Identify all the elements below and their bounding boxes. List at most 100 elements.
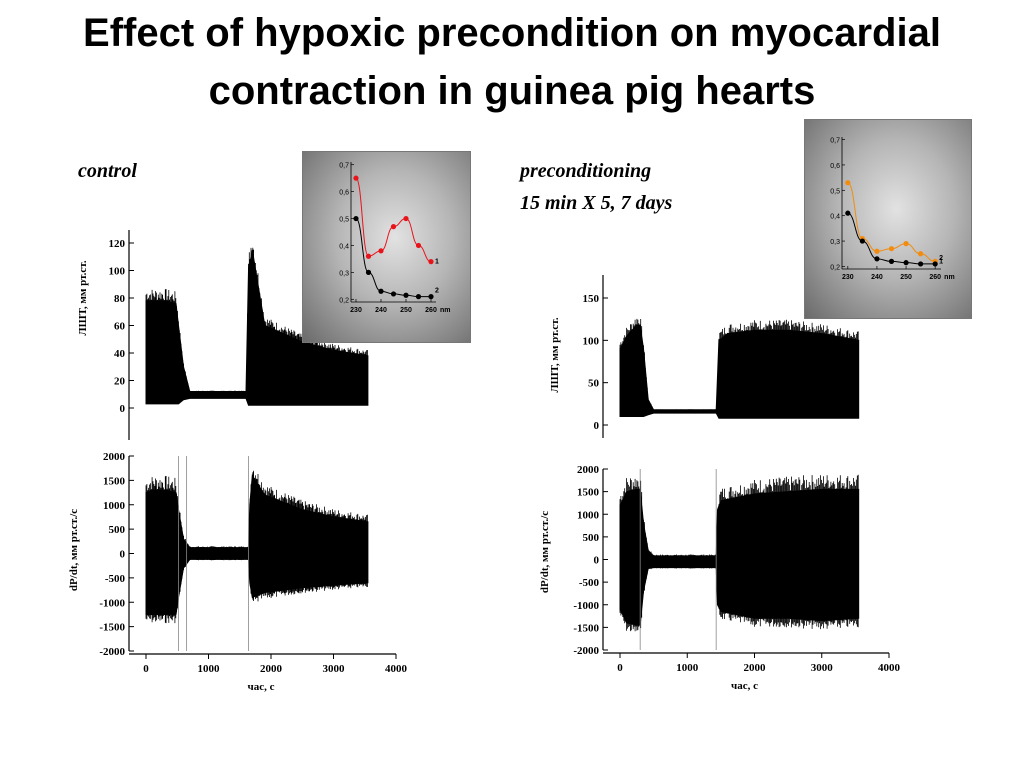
control_dpdt-y-tick-label: 500 <box>109 524 126 536</box>
control_spectrum-y-tick-label: 0,2 <box>339 297 349 304</box>
precond_spectrum-series-2-point <box>888 258 895 264</box>
precond_spectrum-series-1-label: 1 <box>939 258 943 265</box>
control_dpdt-y-tick-label: 1000 <box>103 500 126 512</box>
precond_dpdt-y-tick-label: -1500 <box>573 622 599 634</box>
precond_lvdp-y-label: ЛШТ, мм рт.ст. <box>549 317 561 393</box>
control_spectrum-x-tick-label: 250 <box>400 307 412 314</box>
control_dpdt-x-tick-label: 3000 <box>323 663 346 675</box>
precond_lvdp-signal-noise <box>619 318 859 410</box>
control_spectrum-series-2-point <box>353 215 359 222</box>
control_spectrum-series-1-point <box>428 259 434 265</box>
control_spectrum-series-2-point <box>365 269 372 275</box>
precond_dpdt-y-tick-label: -2000 <box>573 645 599 657</box>
precond_spectrum-x-tick-label: 230 <box>842 274 854 281</box>
precond_spectrum-series-1-point <box>903 241 909 247</box>
precond_dpdt-y-tick-label: 1000 <box>577 509 600 521</box>
precond_spectrum-x-unit: nm <box>944 274 955 281</box>
control_spectrum-x-tick-label: 260 <box>425 307 437 314</box>
precond-spectrum-chart: 0,2 0,3 0,4 0,5 0,6 0,7 230 240 250 260 nm 12 <box>830 137 955 281</box>
precond_spectrum-x-tick-label: 260 <box>929 274 941 281</box>
precond_dpdt-signal-envelope <box>619 488 860 626</box>
precond_spectrum-y-tick-label: 0,6 <box>830 163 840 170</box>
precond_spectrum-series-2-point <box>932 261 938 267</box>
precond_spectrum-series-2-label: 2 <box>939 255 943 262</box>
precond_spectrum-y-tick-label: 0,4 <box>830 214 840 221</box>
precond_spectrum-series-2-point <box>859 238 865 244</box>
control_dpdt-x-label: час, с <box>248 681 275 693</box>
precond_spectrum-y-tick-label: 0,3 <box>830 239 840 246</box>
precond_dpdt-x-tick-label: 0 <box>617 662 623 674</box>
precond_spectrum-series-2-point <box>903 260 909 266</box>
control_dpdt-y-tick-label: -500 <box>105 573 126 585</box>
control_lvdp-y-tick-label: 20 <box>114 376 126 388</box>
precond_dpdt-x-label: час, с <box>731 680 758 692</box>
control_spectrum-series-2-label: 2 <box>435 288 439 295</box>
control_dpdt-y-label: dP/dt, мм рт.ст./с <box>68 509 80 591</box>
control_spectrum-series-2-point <box>390 291 397 297</box>
precond_spectrum-y-tick-label: 0,5 <box>830 188 840 195</box>
control_dpdt-y-tick-label: -2000 <box>99 646 125 658</box>
precond_dpdt-y-tick-label: 2000 <box>577 464 600 476</box>
precond_dpdt-x-tick-label: 4000 <box>878 662 901 674</box>
control_spectrum-x-tick-label: 240 <box>375 307 387 314</box>
control_dpdt-y-tick-label: 2000 <box>103 451 126 463</box>
control_lvdp-y-tick-label: 60 <box>114 321 126 333</box>
control_dpdt-y-tick-label: 1500 <box>103 475 126 487</box>
precond_dpdt-y-tick-label: -1000 <box>573 600 599 612</box>
control_spectrum-series-1-point <box>403 215 409 222</box>
control_spectrum-y-tick-label: 0,6 <box>339 190 349 197</box>
precond_lvdp-panel: 0 50 100 150 ЛШТ, мм рт.ст. <box>549 275 860 438</box>
precond_spectrum-x-tick-label: 240 <box>871 274 883 281</box>
precond_spectrum-series-1-point <box>845 180 851 186</box>
control_spectrum-y-tick-label: 0,3 <box>339 270 349 277</box>
control_spectrum-series-1-point <box>415 242 422 249</box>
control_dpdt-y-tick-label: -1500 <box>99 622 125 634</box>
precond_lvdp-y-tick-label: 50 <box>588 378 600 390</box>
control_spectrum-series-1-point <box>353 175 359 181</box>
precond_dpdt-x-tick-label: 3000 <box>811 662 834 674</box>
precond_dpdt-x-tick-label: 2000 <box>744 662 767 674</box>
precond-spectrum-inset: 0,2 0,3 0,4 0,5 0,6 0,7 230 240 250 260 nm 1 2 <box>804 119 972 319</box>
control_lvdp-signal-noise <box>145 247 368 392</box>
control_spectrum-series-1-point <box>378 248 384 254</box>
control_lvdp-y-tick-label: 40 <box>114 348 126 360</box>
precond_spectrum-series-1-point <box>918 251 924 257</box>
control_lvdp-y-tick-label: 100 <box>109 266 126 278</box>
control_spectrum-series-1-label: 1 <box>435 259 439 266</box>
control_dpdt-panel: -2000 -1500 -1000 -500 0 500 1000 1500 2000 dP/dt… <box>68 451 408 693</box>
control_spectrum-series-2-point <box>428 294 434 300</box>
precond_spectrum-series-1-point <box>888 246 895 252</box>
precond_lvdp-y-tick-label: 150 <box>583 293 600 305</box>
control_dpdt-y-tick-label: 0 <box>120 549 126 561</box>
control_spectrum-series-2-point <box>403 292 409 298</box>
control_spectrum-series-1-point <box>390 224 397 230</box>
control_lvdp-y-label: ЛШТ, мм рт.ст. <box>77 260 89 336</box>
precond_lvdp-signal-envelope <box>619 324 860 419</box>
precond_dpdt-y-tick-label: -500 <box>579 577 600 589</box>
precond_spectrum-series-2-point <box>845 210 851 216</box>
control_dpdt-x-tick-label: 0 <box>143 663 149 675</box>
precond_spectrum-series-2-point <box>874 256 880 262</box>
control-spectrum-inset: 0,2 0,3 0,4 0,5 0,6 0,7 230 240 250 260 nm 1 2 <box>302 151 471 343</box>
precond_dpdt-y-tick-label: 1500 <box>577 487 600 499</box>
control_lvdp-panel: 0 20 40 60 80 100 120 ЛШТ, мм рт.ст. <box>77 230 369 440</box>
preconditioning-label: preconditioning <box>520 160 652 182</box>
control_lvdp-y-tick-label: 0 <box>120 403 126 415</box>
precond_spectrum-y-tick-label: 0,2 <box>830 264 840 271</box>
control_dpdt-x-tick-label: 1000 <box>198 663 221 675</box>
control_spectrum-y-tick-label: 0,4 <box>339 243 349 250</box>
control-spectrum-chart: 0,2 0,3 0,4 0,5 0,6 0,7 230 240 250 260 nm 1 2 <box>339 162 451 314</box>
precond_lvdp-y-tick-label: 0 <box>594 420 600 432</box>
control_spectrum-x-tick-label: 230 <box>350 307 362 314</box>
control_spectrum-series-2-point <box>415 294 422 300</box>
control_dpdt-x-tick-label: 2000 <box>260 663 283 675</box>
precond_spectrum-series-1-point <box>874 248 880 254</box>
control_spectrum-x-unit: nm <box>440 307 451 314</box>
control_dpdt-y-tick-label: -1000 <box>99 597 125 609</box>
control_lvdp-y-tick-label: 120 <box>109 238 126 250</box>
precond_spectrum-y-tick-label: 0,7 <box>830 138 840 145</box>
precond_dpdt-y-tick-label: 0 <box>594 555 600 567</box>
precond_spectrum-x-tick-label: 250 <box>900 274 912 281</box>
precond_spectrum-series-2-point <box>918 261 924 267</box>
